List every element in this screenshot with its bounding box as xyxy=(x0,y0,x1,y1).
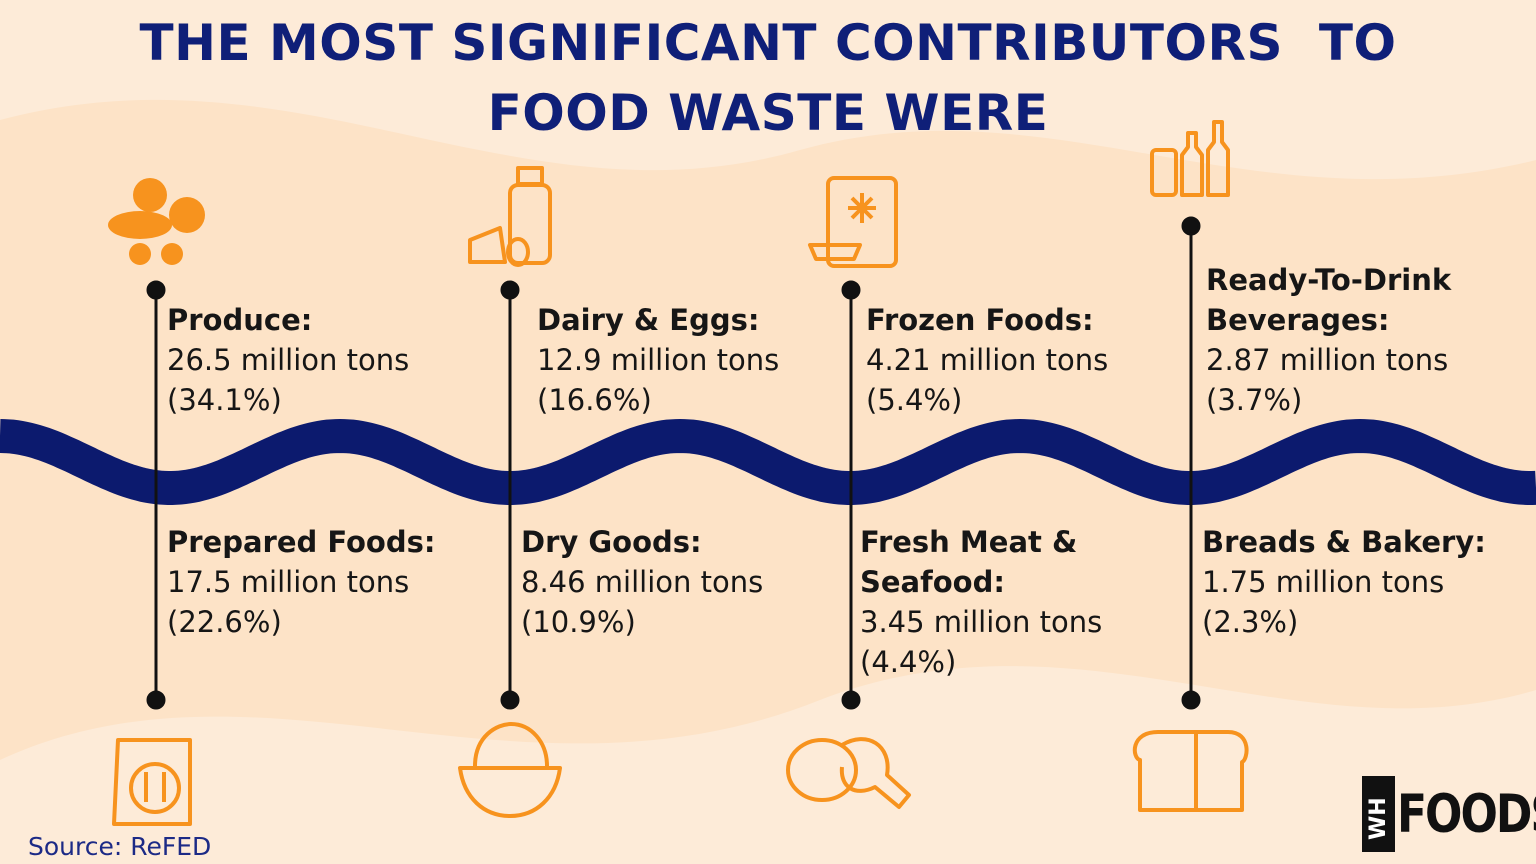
item-label: Produce: xyxy=(167,303,313,337)
item-amount: 8.46 million tons xyxy=(521,565,764,599)
item-amount: 17.5 million tons xyxy=(167,565,410,599)
item-amount: 12.9 million tons xyxy=(537,343,780,377)
dot xyxy=(500,280,520,300)
icons xyxy=(108,120,1249,826)
dot xyxy=(841,280,861,300)
item-share: (34.1%) xyxy=(167,383,282,417)
logo: WHFOODS xyxy=(1362,776,1536,852)
dot xyxy=(1181,690,1201,710)
item: Frozen Foods: 4.21 million tons (5.4%) xyxy=(866,300,1196,420)
bg-wave xyxy=(0,666,1536,864)
dot xyxy=(841,690,861,710)
item: Breads & Bakery: 1.75 million tons (2.3%) xyxy=(1202,522,1532,642)
item-label: Prepared Foods: xyxy=(167,525,436,559)
logo-text: FOODS xyxy=(1397,783,1536,845)
dot xyxy=(1181,216,1201,236)
item-label: Breads & Bakery: xyxy=(1202,525,1486,559)
item-share: (16.6%) xyxy=(537,383,652,417)
item: Fresh Meat & Seafood: 3.45 million tons (4… xyxy=(860,522,1160,682)
item: Dry Goods: 8.46 million tons (10.9%) xyxy=(521,522,851,642)
item: Ready-To-Drink Beverages: 2.87 million to… xyxy=(1206,260,1506,420)
dot xyxy=(500,690,520,710)
item-share: (22.6%) xyxy=(167,605,282,639)
item-label: Fresh Meat & Seafood: xyxy=(860,525,1078,599)
item-label: Ready-To-Drink Beverages: xyxy=(1206,263,1452,337)
logo-mark: WH xyxy=(1362,776,1395,852)
title-line: FOOD WASTE WERE xyxy=(487,84,1049,142)
item-share: (3.7%) xyxy=(1206,383,1303,417)
dot xyxy=(146,690,166,710)
item-amount: 1.75 million tons xyxy=(1202,565,1445,599)
item: Produce: 26.5 million tons (34.1%) xyxy=(167,300,497,420)
source: Source: ReFED xyxy=(28,832,212,861)
item-label: Dry Goods: xyxy=(521,525,702,559)
item-share: (2.3%) xyxy=(1202,605,1299,639)
item-amount: 26.5 million tons xyxy=(167,343,410,377)
title-line: THE MOST SIGNIFICANT CONTRIBUTORS TO xyxy=(139,14,1397,72)
item-share: (10.9%) xyxy=(521,605,636,639)
item-amount: 2.87 million tons xyxy=(1206,343,1449,377)
item-amount: 4.21 million tons xyxy=(866,343,1109,377)
timeline-wave xyxy=(0,418,1536,505)
item: Prepared Foods: 17.5 million tons (22.6%) xyxy=(167,522,497,642)
item: Dairy & Eggs: 12.9 million tons (16.6%) xyxy=(537,300,867,420)
item-label: Frozen Foods: xyxy=(866,303,1094,337)
bg-wave xyxy=(0,0,1536,180)
item-amount: 3.45 million tons xyxy=(860,605,1103,639)
item-label: Dairy & Eggs: xyxy=(537,303,760,337)
dot xyxy=(146,280,166,300)
item-share: (5.4%) xyxy=(866,383,963,417)
item-share: (4.4%) xyxy=(860,645,957,679)
